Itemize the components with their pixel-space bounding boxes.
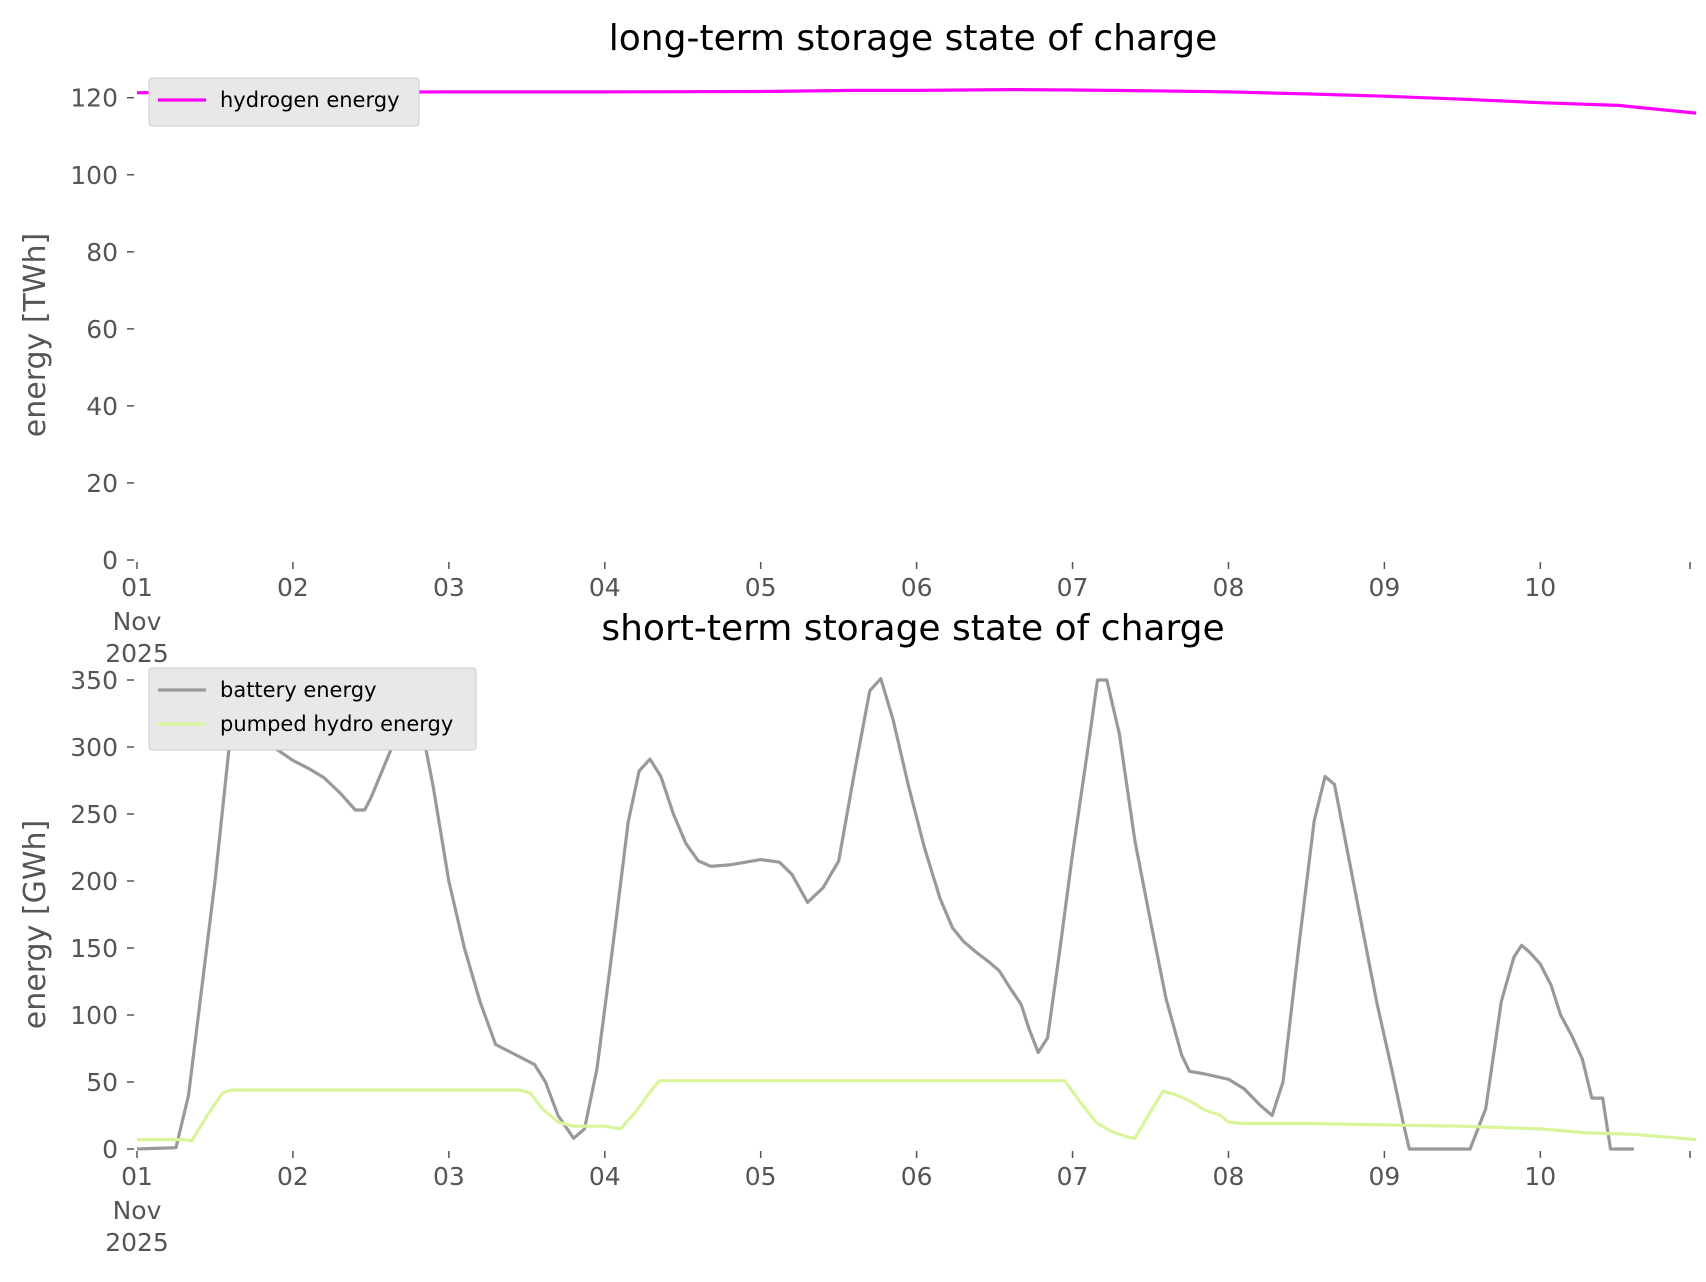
top-x-tick-label: 06 [901,573,933,602]
bottom-x-tick-label: 03 [433,1162,465,1191]
bottom-x-tick-sublabel: 2025 [105,1228,169,1257]
top-x-tick-sublabel: Nov [113,607,162,636]
bottom-y-tick-label: 350 [70,666,118,695]
top-y-tick-label: 120 [70,84,118,113]
top-x-tick-label: 01 [121,573,153,602]
bottom-x-tick-label: 10 [1524,1162,1556,1191]
bottom-legend-label: battery energy [220,678,377,702]
bottom-x-tick-label: 07 [1057,1162,1089,1191]
bottom-y-tick-label: 200 [70,867,118,896]
bottom-x-tick-label: 08 [1213,1162,1245,1191]
bottom-y-tick-label: 50 [86,1068,118,1097]
top-chart-title: long-term storage state of charge [609,18,1217,59]
top-y-tick-label: 0 [102,546,118,575]
bottom-x-tick-label: 09 [1368,1162,1400,1191]
top-y-axis-label: energy [TWh] [18,233,53,437]
top-x-tick-label: 09 [1368,573,1400,602]
bottom-x-tick-label: 05 [745,1162,777,1191]
top-y-tick-label: 80 [86,238,118,267]
bottom-y-axis-label: energy [GWh] [18,820,53,1029]
bottom-y-tick-label: 150 [70,934,118,963]
top-x-tick-label: 03 [433,573,465,602]
top-y-tick-label: 20 [86,469,118,498]
bottom-x-tick-label: 06 [901,1162,933,1191]
bottom-x-tick-label: 04 [589,1162,621,1191]
bottom-series-line-pumped-hydro-energy [137,1079,1697,1143]
bottom-chart-title: short-term storage state of charge [601,608,1224,649]
bottom-y-tick-label: 100 [70,1001,118,1030]
top-y-tick-label: 100 [70,161,118,190]
top-y-tick-label: 60 [86,315,118,344]
bottom-x-tick-label: 02 [277,1162,309,1191]
top-x-tick-label: 04 [589,573,621,602]
top-x-tick-label: 07 [1057,573,1089,602]
bottom-y-tick-label: 250 [70,800,118,829]
top-x-tick-label: 05 [745,573,777,602]
top-x-tick-sublabel: 2025 [105,639,169,668]
bottom-y-tick-label: 300 [70,733,118,762]
bottom-x-tick-label: 01 [121,1162,153,1191]
bottom-legend-box [148,667,477,751]
top-legend-box [148,77,420,127]
top-series-line-hydrogen-energy [136,88,1697,115]
top-x-tick-label: 08 [1213,573,1245,602]
top-x-tick-label: 02 [277,573,309,602]
top-x-tick-label: 10 [1524,573,1556,602]
bottom-x-tick-sublabel: Nov [113,1196,162,1225]
top-legend-label: hydrogen energy [220,88,400,112]
top-y-tick-label: 40 [86,392,118,421]
bottom-legend-label: pumped hydro energy [220,712,453,736]
bottom-y-tick-label: 0 [102,1135,118,1164]
